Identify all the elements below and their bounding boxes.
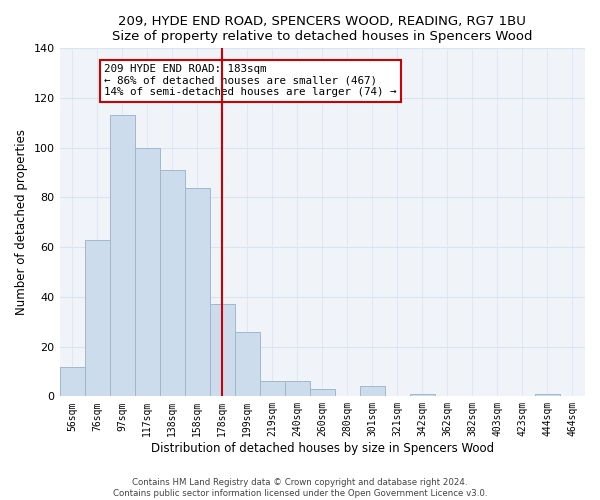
Bar bbox=[160, 170, 185, 396]
X-axis label: Distribution of detached houses by size in Spencers Wood: Distribution of detached houses by size … bbox=[151, 442, 494, 455]
Bar bbox=[134, 148, 160, 396]
Y-axis label: Number of detached properties: Number of detached properties bbox=[15, 130, 28, 316]
Bar bbox=[285, 382, 310, 396]
Bar bbox=[310, 389, 335, 396]
Text: 209 HYDE END ROAD: 183sqm
← 86% of detached houses are smaller (467)
14% of semi: 209 HYDE END ROAD: 183sqm ← 86% of detac… bbox=[104, 64, 397, 97]
Bar bbox=[235, 332, 260, 396]
Title: 209, HYDE END ROAD, SPENCERS WOOD, READING, RG7 1BU
Size of property relative to: 209, HYDE END ROAD, SPENCERS WOOD, READI… bbox=[112, 15, 533, 43]
Bar bbox=[360, 386, 385, 396]
Bar bbox=[85, 240, 110, 396]
Bar bbox=[209, 304, 235, 396]
Bar bbox=[410, 394, 435, 396]
Bar bbox=[110, 116, 134, 396]
Bar bbox=[59, 366, 85, 396]
Bar bbox=[535, 394, 560, 396]
Bar bbox=[185, 188, 209, 396]
Bar bbox=[260, 382, 285, 396]
Text: Contains HM Land Registry data © Crown copyright and database right 2024.
Contai: Contains HM Land Registry data © Crown c… bbox=[113, 478, 487, 498]
